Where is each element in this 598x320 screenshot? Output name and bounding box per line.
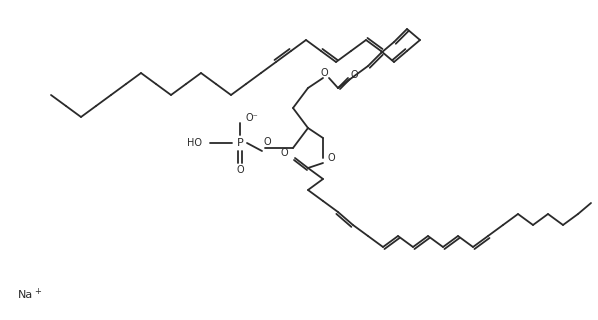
Text: O: O bbox=[263, 137, 271, 147]
Text: O: O bbox=[320, 68, 328, 78]
Text: O: O bbox=[236, 165, 244, 175]
Text: +: + bbox=[34, 286, 41, 295]
Text: HO: HO bbox=[188, 138, 203, 148]
Text: O: O bbox=[280, 148, 288, 158]
Text: O: O bbox=[350, 70, 358, 80]
Text: P: P bbox=[237, 138, 243, 148]
Text: Na: Na bbox=[18, 290, 33, 300]
Text: O: O bbox=[328, 153, 335, 163]
Text: O⁻: O⁻ bbox=[245, 113, 258, 123]
